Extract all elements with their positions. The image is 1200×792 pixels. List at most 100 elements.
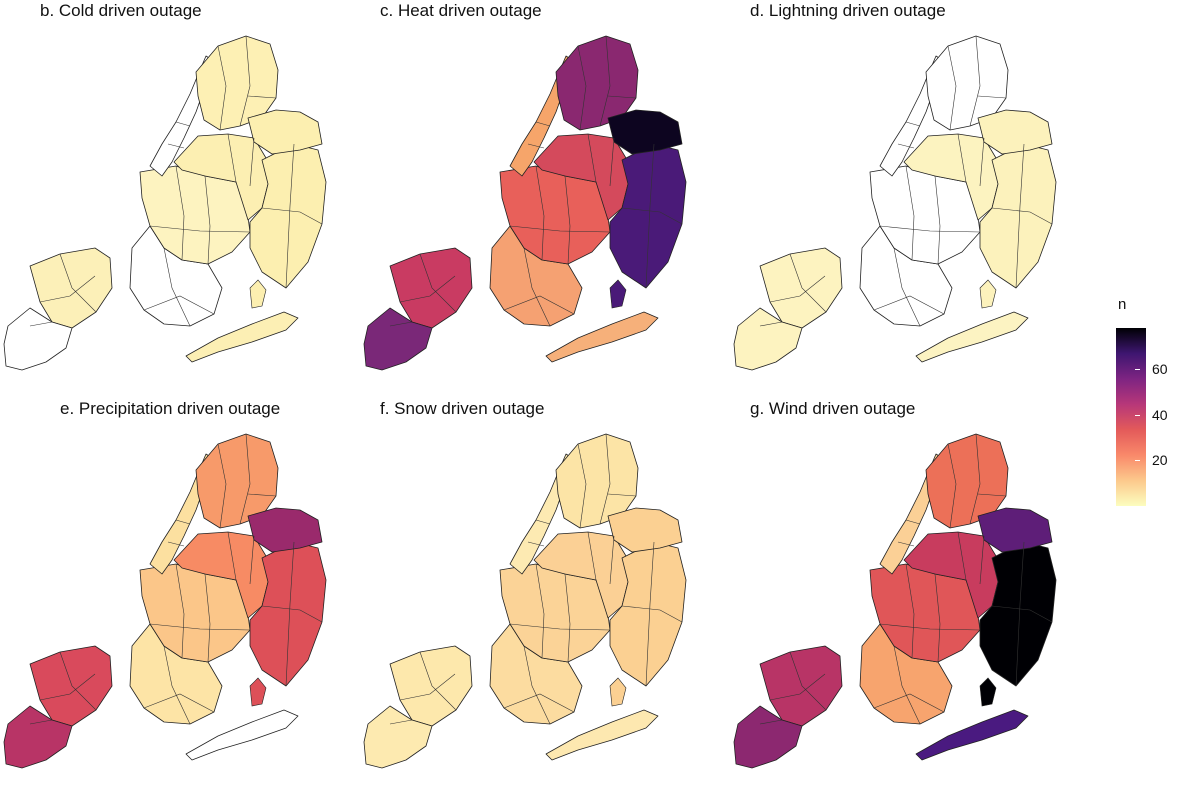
boundary-line [247,95,277,99]
legend-tick-mark [1135,460,1140,462]
region-rockaway [915,709,1029,761]
boundary-line [399,673,456,701]
map-g [733,433,1057,769]
boundary-line [991,605,1053,623]
boundary-line [934,175,941,265]
boundary-line [645,143,655,289]
map-e [3,433,327,769]
map-panel-g: g. Wind driven outage [730,398,1110,783]
map-c [363,35,687,371]
boundary-line [905,121,921,127]
boundary-line [969,35,981,127]
boundary-line [789,651,827,711]
boundary-line [59,253,97,313]
map-panel-b: b. Cold driven outage [0,0,380,385]
boundary-line [217,45,227,131]
boundary-line [947,45,957,131]
boundary-line [769,673,826,701]
boundary-line [285,541,295,687]
boundary-line [947,443,957,529]
boundary-line [879,623,981,631]
boundary-line [645,541,655,687]
legend-tick-label: 60 [1152,361,1168,378]
boundary-line [879,225,981,233]
region-queens-ne [607,507,683,553]
boundary-line [607,95,637,99]
boundary-line [389,321,413,327]
boundary-line [1015,541,1025,687]
boundary-line [527,541,545,547]
boundary-line [239,433,251,525]
boundary-line [175,519,191,525]
boundary-line [621,605,683,623]
region-jamaica-bay-island [249,677,267,707]
boundary-line [873,295,945,315]
boundary-line [897,541,915,547]
boundary-line [175,165,185,261]
boundary-line [769,275,826,303]
boundary-line [607,493,637,497]
region-jamaica-bay-island [979,677,997,707]
boundary-line [905,519,921,525]
boundary-line [29,321,53,327]
boundary-line [609,137,615,187]
boundary-line [969,433,981,525]
panel-title-f: f. Snow driven outage [380,399,545,418]
boundary-line [977,95,1007,99]
panel-title-g: g. Wind driven outage [750,399,916,418]
region-queens-ne [977,507,1053,553]
panel-title-d: d. Lightning driven outage [750,1,946,20]
boundary-line [535,165,545,261]
boundary-line [893,247,921,327]
boundary-line [905,563,915,659]
region-staten-s [363,705,433,769]
boundary-line [523,247,551,327]
region-staten-n [389,247,473,329]
boundary-line [227,531,237,581]
boundary-line [39,275,96,303]
boundary-line [1015,143,1025,289]
legend-tick: 40 [1135,406,1168,423]
boundary-line [564,175,571,265]
boundary-line [149,623,251,631]
boundary-line [175,121,191,127]
boundary-line [239,35,251,127]
region-bronx [925,35,1009,131]
boundary-line [167,143,185,149]
boundary-line [897,143,915,149]
boundary-line [389,719,413,725]
boundary-line [204,573,211,663]
boundary-line [587,133,597,183]
boundary-line [217,443,227,529]
boundary-line [29,719,53,725]
boundary-line [39,673,96,701]
region-rockaway [915,311,1029,363]
legend-title: n [1118,296,1127,313]
boundary-line [399,275,456,303]
boundary-line [991,207,1053,225]
panel-title-b: b. Cold driven outage [40,1,202,20]
boundary-line [977,493,1007,497]
region-staten-s [363,307,433,371]
map-panel-c: c. Heat driven outage [360,0,740,385]
region-staten-s [733,307,803,371]
boundary-line [419,253,457,313]
legend-tick-label: 40 [1152,406,1168,423]
boundary-line [503,693,575,713]
boundary-line [577,45,587,131]
region-bronx [555,433,639,529]
boundary-line [535,121,551,127]
region-queens-ne [247,507,323,553]
boundary-line [905,165,915,261]
region-staten-n [759,247,843,329]
boundary-line [789,253,827,313]
boundary-line [261,605,323,623]
boundary-line [227,133,237,183]
legend-tick: 60 [1135,361,1168,378]
boundary-line [249,535,255,585]
boundary-line [979,535,985,585]
region-bronx [195,35,279,131]
region-rockaway [545,709,659,761]
legend-tick: 20 [1135,453,1168,467]
boundary-line [535,519,551,525]
